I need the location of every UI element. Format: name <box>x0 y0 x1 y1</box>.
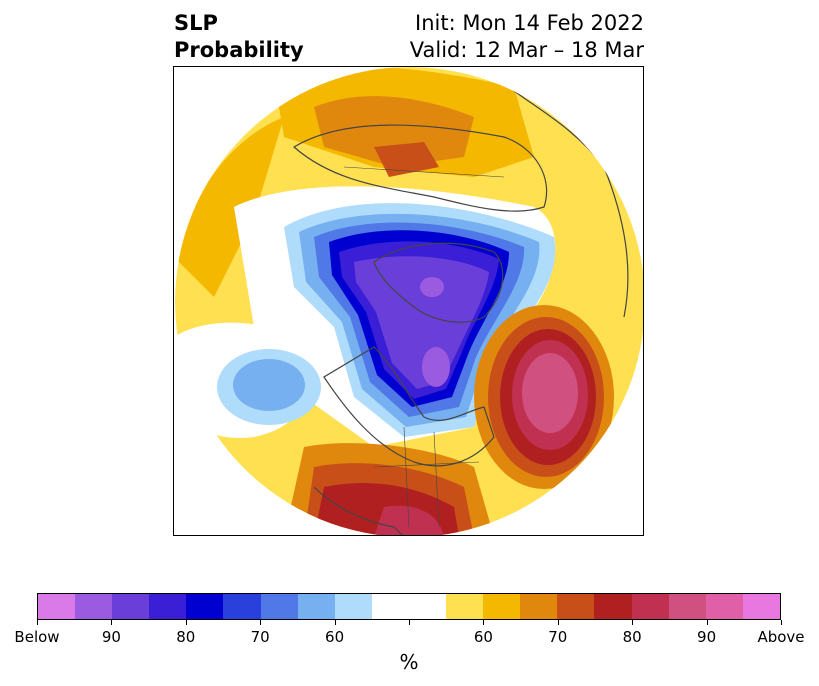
colorbar-label: 90 <box>101 628 121 646</box>
above-region-north-core <box>314 96 474 167</box>
colorbar-segment <box>260 594 298 619</box>
colorbar-segment <box>594 594 632 619</box>
colorbar-label: 80 <box>622 628 642 646</box>
colorbar-label: Below <box>14 628 60 646</box>
colorbar-segment <box>557 594 595 619</box>
valid-range: Valid: 12 Mar – 18 Mar <box>409 38 644 62</box>
colorbar-segment <box>297 594 335 619</box>
colorbar-segment <box>668 594 706 619</box>
colorbar-segment <box>371 594 409 619</box>
colorbar-label: 80 <box>176 628 196 646</box>
colorbar-label: 90 <box>697 628 717 646</box>
colorbar-tick <box>409 620 410 625</box>
colorbar-segment <box>705 594 743 619</box>
colorbar <box>37 593 781 620</box>
colorbar-unit: % <box>399 650 419 674</box>
colorbar-tick <box>260 620 262 625</box>
below-peak-1 <box>420 277 444 297</box>
colorbar-segment <box>75 594 113 619</box>
title-line-2: Probability <box>174 38 304 62</box>
colorbar-tick <box>632 620 634 625</box>
borders <box>343 166 505 528</box>
colorbar-segment <box>483 594 521 619</box>
colorbar-label: Above <box>757 628 805 646</box>
above-region-north-peak <box>374 142 439 177</box>
colorbar-tick <box>557 620 559 625</box>
colorbar-segment <box>408 594 447 619</box>
pacific-below-70 <box>233 359 305 411</box>
colorbar-segment <box>149 594 187 619</box>
title-line-1: SLP <box>174 11 218 35</box>
colorbar-segment <box>112 594 150 619</box>
colorbar-ticks <box>37 620 782 628</box>
colorbar-label: 70 <box>250 628 270 646</box>
colorbar-tick <box>706 620 708 625</box>
below-peak-2 <box>422 347 450 387</box>
colorbar-tick <box>781 620 782 625</box>
above-region-west <box>175 117 284 297</box>
colorbar-tick <box>111 620 113 625</box>
colorbar-label: 70 <box>548 628 568 646</box>
init-date: Init: Mon 14 Feb 2022 <box>415 11 644 35</box>
colorbar-label: 60 <box>325 628 345 646</box>
colorbar-segment <box>520 594 558 619</box>
colorbar-segment <box>446 594 484 619</box>
below-region-90 <box>354 256 489 389</box>
colorbar-segment <box>186 594 224 619</box>
colorbar-segment <box>38 594 76 619</box>
colorbar-tick <box>37 620 38 625</box>
colorbar-tick <box>483 620 485 625</box>
probability-map <box>175 67 643 535</box>
colorbar-segment <box>742 594 780 619</box>
atlantic-above-90 <box>522 353 578 433</box>
colorbar-segment <box>223 594 261 619</box>
colorbar-label: 60 <box>473 628 493 646</box>
colorbar-segment <box>334 594 372 619</box>
colorbar-tick <box>334 620 336 625</box>
date-info: Init: Mon 14 Feb 2022 Valid: 12 Mar – 18… <box>410 10 644 64</box>
colorbar-tick <box>185 620 187 625</box>
colorbar-segment <box>631 594 669 619</box>
polar-map <box>173 66 644 536</box>
chart-title: SLP Probability <box>174 10 304 64</box>
